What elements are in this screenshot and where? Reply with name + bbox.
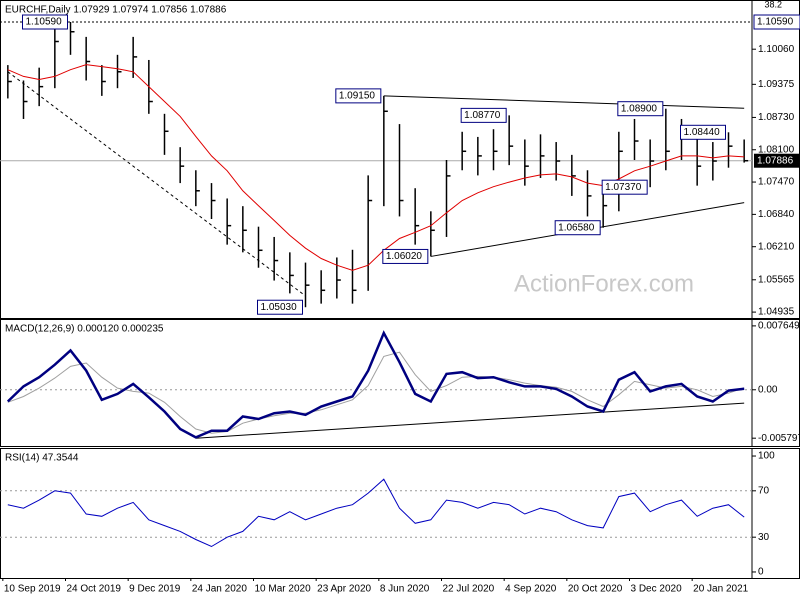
price-label-box bbox=[22, 14, 68, 30]
x-tick-label: 8 Jun 2020 bbox=[380, 584, 430, 595]
price-label-box bbox=[617, 101, 664, 117]
trend-line bbox=[195, 402, 745, 439]
panel-title: EURCHF,Daily 1.07929 1.07974 1.07856 1.0… bbox=[5, 5, 227, 16]
x-tick-label: 23 Apr 2020 bbox=[317, 584, 371, 595]
price-label-box bbox=[382, 248, 429, 264]
last-price-box bbox=[754, 153, 800, 168]
y-tick-label: 0.007649 bbox=[758, 321, 800, 332]
price-label: 1.05030 bbox=[261, 302, 298, 313]
x-tick-label: 22 Jul 2020 bbox=[443, 584, 495, 595]
y-tick-label: 0 bbox=[758, 567, 764, 578]
x-tick-label: 9 Dec 2019 bbox=[129, 584, 181, 595]
y-tick-label: 1.08100 bbox=[758, 144, 795, 155]
x-tick-label: 24 Oct 2019 bbox=[67, 584, 122, 595]
x-tick-label: 4 Sep 2020 bbox=[505, 584, 557, 595]
y-tick-label: 1.08730 bbox=[758, 112, 795, 123]
y-tick-label: -0.005797 bbox=[758, 433, 800, 444]
trend-line bbox=[7, 71, 306, 297]
y-tick-label: 1.10060 bbox=[758, 44, 795, 55]
price-label: 1.07370 bbox=[605, 182, 642, 193]
y-tick-label: 1.05565 bbox=[758, 274, 795, 285]
price-label-box bbox=[680, 124, 726, 140]
y-tick-label: 70 bbox=[758, 485, 770, 496]
price-label: 1.08770 bbox=[464, 110, 501, 121]
rsi-line bbox=[7, 478, 745, 548]
price-label-box bbox=[601, 179, 648, 195]
corner-text: 38.2 bbox=[764, 0, 782, 9]
price-label: 1.10590 bbox=[26, 17, 63, 28]
signal-line bbox=[7, 351, 745, 434]
price-label-box bbox=[257, 299, 303, 315]
price-label: 1.08440 bbox=[684, 127, 721, 138]
price-label-box bbox=[460, 107, 507, 123]
x-tick-label: 20 Jan 2021 bbox=[693, 584, 748, 595]
price-label-box bbox=[554, 220, 601, 236]
y-tick-label: 1.07470 bbox=[758, 177, 795, 188]
y-tick-label: 1.06840 bbox=[758, 209, 795, 220]
last-price-label: 1.07886 bbox=[757, 155, 794, 166]
x-tick-label: 10 Sep 2019 bbox=[4, 584, 61, 595]
y-tick-label: 0.00 bbox=[758, 384, 778, 395]
panel-title: RSI(14) 47.3544 bbox=[5, 453, 79, 464]
price-label-box bbox=[335, 88, 382, 104]
price-label: 1.09150 bbox=[339, 91, 376, 102]
x-tick-label: 3 Dec 2020 bbox=[631, 584, 683, 595]
price-label: 1.06020 bbox=[386, 251, 423, 262]
y-tick-label: 30 bbox=[758, 532, 770, 543]
reference-box bbox=[753, 14, 800, 30]
price-label: 1.06580 bbox=[558, 222, 595, 233]
moving-average bbox=[7, 64, 745, 271]
x-tick-label: 24 Jan 2020 bbox=[192, 584, 247, 595]
y-tick-label: 100 bbox=[758, 451, 775, 462]
x-tick-label: 20 Oct 2020 bbox=[568, 584, 623, 595]
y-tick-label: 1.04935 bbox=[758, 307, 795, 318]
y-tick-label: 1.09375 bbox=[758, 79, 795, 90]
x-tick-label: 10 Mar 2020 bbox=[255, 584, 312, 595]
y-tick-label: 1.06210 bbox=[758, 241, 795, 252]
watermark: ActionForex.com bbox=[514, 270, 694, 297]
price-label: 1.08900 bbox=[621, 103, 658, 114]
reference-label: 1.10590 bbox=[757, 17, 794, 28]
macd-line bbox=[6, 330, 745, 439]
panel-title: MACD(12,26,9) 0.000120 0.000235 bbox=[5, 324, 164, 335]
trend-line bbox=[383, 95, 745, 109]
